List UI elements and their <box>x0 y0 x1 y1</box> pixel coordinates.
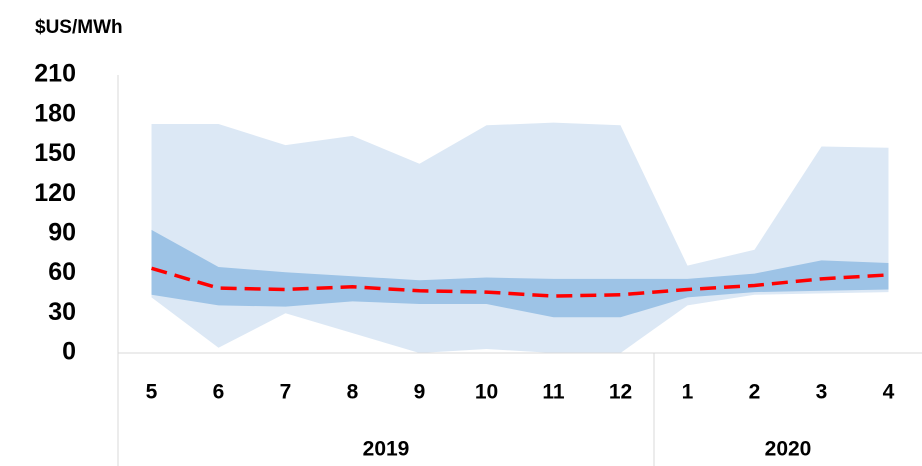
x-tick-label: 6 <box>213 381 225 404</box>
x-tick-label: 7 <box>280 381 292 404</box>
y-tick-label: 180 <box>34 99 76 127</box>
band-area <box>151 229 889 318</box>
x-tick-label: 1 <box>682 381 694 404</box>
y-tick-label: 210 <box>34 60 76 88</box>
x-tick-label: 12 <box>609 381 632 404</box>
x-tick-label: 5 <box>146 381 158 404</box>
y-tick-label: 30 <box>48 298 76 326</box>
line <box>151 266 889 298</box>
group-label: 2019 <box>363 438 410 461</box>
y-tick-label: 120 <box>34 179 76 207</box>
x-tick-label: 2 <box>749 381 761 404</box>
y-tick-label: 60 <box>48 258 76 286</box>
y-tick-label: 0 <box>62 338 76 366</box>
x-tick-label: 9 <box>414 381 426 404</box>
y-tick-label: 150 <box>34 139 76 167</box>
x-tick-label: 8 <box>347 381 359 404</box>
x-tick-label: 4 <box>883 381 895 404</box>
y-axis-title: $US/MWh <box>35 17 123 38</box>
group-label: 2020 <box>765 438 812 461</box>
y-tick-label: 90 <box>48 218 76 246</box>
x-tick-label: 11 <box>542 381 565 404</box>
x-tick-label: 3 <box>816 381 828 404</box>
band-area <box>151 122 889 354</box>
x-tick-label: 10 <box>475 381 498 404</box>
